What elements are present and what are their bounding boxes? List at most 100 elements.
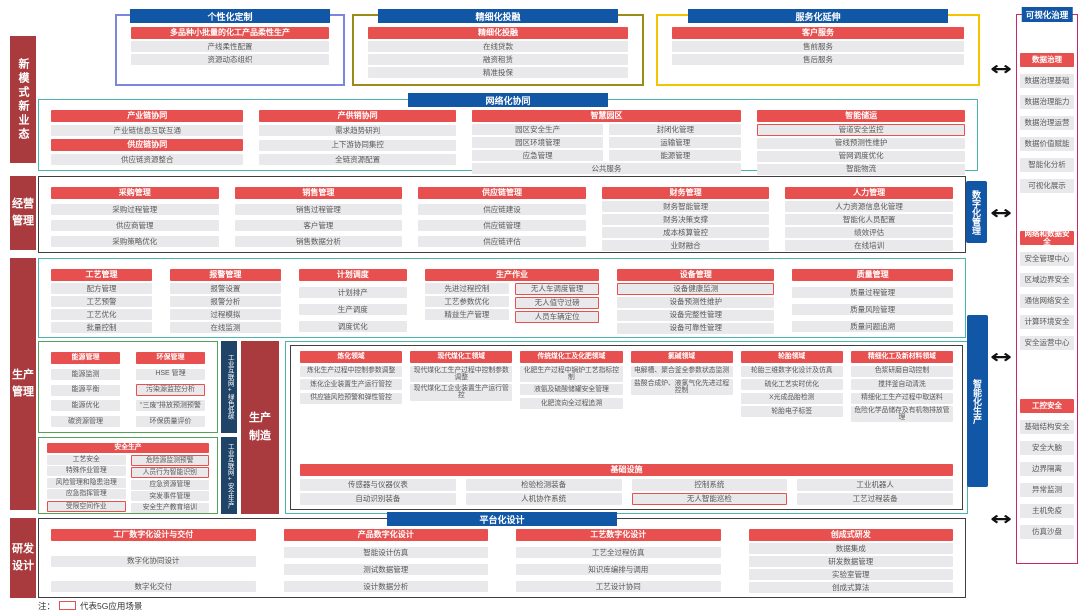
item: 环保质量评价 (136, 415, 205, 427)
item: 工艺全过程仿真 (516, 547, 721, 558)
item-5g-scenario: 污染源监控分析 (136, 384, 205, 396)
item: 风险管理和隐患治理 (47, 477, 126, 488)
item: 产业链信息互联互通 (51, 125, 244, 136)
item: 运输管理 (609, 137, 742, 148)
column: 产品数字化设计 智能设计仿真 测试数据管理 设计数据分析 (283, 529, 488, 592)
item: 在线监测 (170, 322, 281, 333)
item: 工艺优化 (51, 309, 153, 320)
group-header: 生产作业 (424, 269, 600, 281)
sub-column: 传感器与仪器仪表 自动识别装备 (300, 479, 456, 505)
item: 全链资源配置 (259, 153, 456, 165)
item: 批量控制 (51, 322, 153, 333)
column: 生产作业先进过程控制 工艺参数优化 精益生产管理 无人车调度管理 无人值守过磅 人员车辆定… (424, 269, 600, 332)
group-header: 能源管理 (51, 352, 120, 364)
group-header: 产业链协同 (51, 110, 244, 122)
item: 先进过程控制 (424, 283, 509, 294)
item: 融资租赁 (368, 54, 628, 65)
item: 边界隔离 (1020, 462, 1074, 476)
item: 业财融合 (601, 240, 770, 251)
item: 能源优化 (51, 400, 120, 412)
panel-title: 可视化治理 (1021, 7, 1073, 22)
columns: 能源管理 能源监测 能源平衡 能源优化 碳资源管理 环保管理 HSE 管理 污染源监控分析 “三… (39, 342, 217, 432)
column: 计划调度 计划排产 生产调度 调度优化 (298, 269, 407, 332)
item: 智能物流 (757, 163, 965, 175)
item: 能源监测 (51, 368, 120, 380)
columns: 工艺管理 配方管理 工艺预警 工艺优化 批量控制 报警管理 报警设置 报警分析 过程模拟 在线监测… (39, 259, 965, 337)
column: 产业链协同 产业链信息互联互通 供应链协同 供应链资源整合 (51, 110, 244, 165)
sub-column: 封闭化管理 运输管理 能源管理 (609, 124, 742, 161)
item: 控制系统 (631, 479, 788, 491)
item: 在线培训 (785, 240, 953, 251)
item: 客户管理 (234, 220, 403, 231)
domain-column: 精细化工及新材料领域 色浆研磨自动控制 搅拌釜自动清洗 精细化工生产过程中取送料 危险化… (850, 351, 954, 459)
item: 智能设计仿真 (283, 547, 488, 558)
column: 质量管理 质量过程管理 质量风险管理 质量问题追溯 (792, 269, 953, 332)
item: 数据治理运营 (1020, 116, 1074, 130)
item: 数据集成 (748, 543, 953, 554)
item: 配方管理 (51, 283, 153, 294)
column: 环保管理 HSE 管理 污染源监控分析 “三废”排放预测预警 环保质量评价 (136, 352, 205, 427)
column: 供应链管理 供应链建设 供应链管理 供应链评估 (418, 187, 586, 247)
item: 供应链管理 (418, 220, 586, 231)
rail-label: 新模式新业态 (10, 36, 36, 163)
visual-governance-panel: 可视化治理 数据治理 数据治理基础 数据治理能力 数据治理运营 数据价值赋能 智能化分析 可视… (1016, 7, 1078, 564)
item: 产线柔性配置 (131, 41, 329, 52)
group-header: 销售管理 (234, 187, 403, 199)
item: 轮胎电子标签 (740, 406, 843, 417)
item: 园区安全生产 (471, 124, 604, 135)
group-header: 设备管理 (617, 269, 775, 281)
item: 现代煤化工企业装置生产运行管控 (410, 384, 513, 401)
sub-columns: 先进过程控制 工艺参数优化 精益生产管理 无人车调度管理 无人值守过磅 人员车辆定位 (424, 283, 600, 332)
side-label-digital-management: 数字化管理 (966, 181, 987, 243)
item: 能源平衡 (51, 384, 120, 396)
group-header: 现代煤化工领域 (410, 351, 513, 363)
item-5g-scenario: 无人智能巡检 (631, 493, 788, 505)
group-header: 氯碱领域 (630, 351, 733, 363)
double-arrow-icon: ↔ (990, 58, 1012, 80)
group-header: 产品数字化设计 (283, 529, 488, 541)
box-title: 网络化协同 (408, 93, 608, 107)
group-header: 数据治理 (1020, 53, 1074, 67)
item: 工艺安全 (47, 454, 126, 465)
item: 报警分析 (170, 296, 281, 307)
column: 产供销协同 需求趋势研判 上下游协同集控 全链资源配置 (259, 110, 456, 165)
item: 需求趋势研判 (259, 125, 456, 137)
item-5g-scenario: 无人值守过磅 (514, 296, 600, 309)
item: 炼化企业装置生产运行管控 (300, 379, 403, 390)
item: 管网调度优化 (757, 150, 965, 162)
group-header: 网络和数据安全 (1020, 230, 1074, 245)
item: 精细化工生产过程中取送料 (850, 392, 954, 404)
item: 计算环境安全 (1020, 315, 1074, 329)
item: 现代煤化工生产过程中控制参数调整 (410, 365, 513, 382)
column: 人力管理 人力资源信息化管理 智能化人员配置 绩效评估 在线培训 (785, 187, 953, 251)
item: 仿真沙盘 (1020, 525, 1074, 539)
sub-columns: 传感器与仪器仪表 自动识别装备 检验检测装备 人机协作系统 控制系统 无人智能巡检 工业机器… (300, 479, 953, 505)
item: 安全管理中心 (1020, 252, 1074, 266)
item: 色浆研磨自动控制 (850, 365, 954, 377)
item: 调度优化 (298, 321, 407, 332)
item: 实验室管理 (748, 569, 953, 580)
box-title: 精细化投融 (378, 9, 618, 23)
item: 在线贷款 (368, 41, 628, 52)
item-5g-scenario: 无人车调度管理 (514, 283, 600, 295)
sub-column: 无人车调度管理 无人值守过磅 人员车辆定位 (514, 283, 600, 332)
group-header: 传统煤化工及化肥领域 (520, 351, 623, 363)
sub-column: 先进过程控制 工艺参数优化 精益生产管理 (424, 283, 509, 332)
group-header: 客户服务 (672, 27, 964, 39)
item: 传感器与仪器仪表 (300, 479, 456, 491)
item: 液氨及硫酸储罐安全管理 (520, 384, 623, 396)
item: 精益生产管理 (424, 309, 509, 320)
item: 应急管理 (471, 150, 604, 161)
sub-column: 园区安全生产 园区环境管理 应急管理 (471, 124, 604, 161)
domain-column: 炼化领域 炼化生产过程中控制参数调整 炼化企业装置生产运行管控 供应链风险预警和弹性管… (300, 351, 403, 459)
group-header: 智能储运 (757, 110, 965, 122)
sub-column: 控制系统无人智能巡检 (631, 479, 788, 505)
top-box: 个性化定制 多品种小批量的化工产品柔性生产 产线柔性配置 资源动态组织 (115, 9, 345, 86)
item: 盐酸合成炉、液氯气化先进过程控制 (630, 379, 733, 396)
item: 轮胎三维数字化设计及仿真 (740, 365, 843, 377)
legend-note-label: 注： (38, 600, 56, 611)
item: “三废”排放预测预警 (136, 400, 205, 412)
side-label-intelligent-production: 智能化生产 (967, 315, 988, 487)
item: 绩效评估 (785, 227, 953, 238)
